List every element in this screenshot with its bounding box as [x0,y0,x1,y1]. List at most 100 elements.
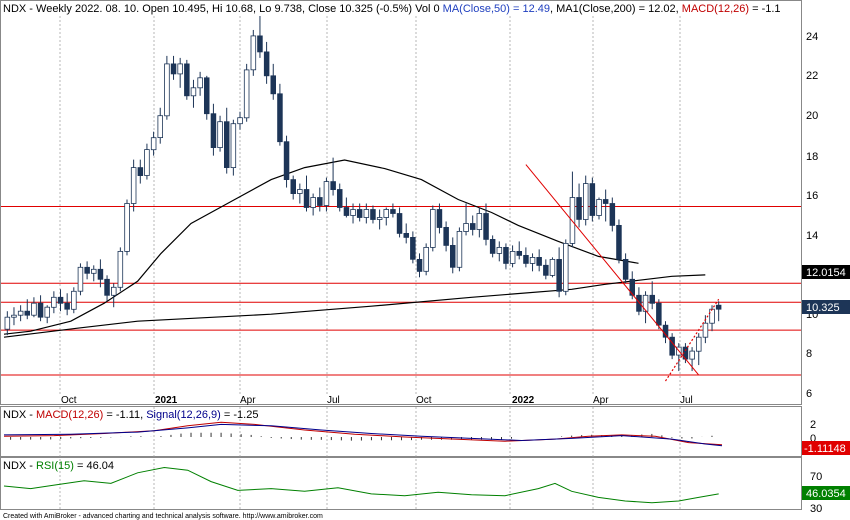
candle-body [270,75,276,95]
candle-body [350,209,356,216]
candle-body [463,223,469,232]
candle-body [343,207,350,216]
candle-body [164,63,170,117]
candle-body [370,209,376,220]
candle-body [509,250,516,264]
signal-line [3,423,723,447]
macd-value-badge: -1.11148 [802,441,850,455]
candle-body [636,294,642,312]
x-tick-label: 2021 [155,395,178,406]
y-tick-label: 6 [806,388,812,400]
chart-title: NDX - Weekly 2022. 08. 10. Open 10.495, … [3,3,781,15]
x-axis: Oct 2021 Apr Jul Oct 2022 Apr Jul [61,395,693,406]
price-panel [0,0,802,405]
candle-body [157,115,163,138]
candle-body [416,258,423,272]
y-tick-label: 20 [806,110,818,122]
x-tick-label: Oct [416,395,432,406]
x-tick-label: Apr [240,395,256,406]
candle-body [243,69,250,119]
candle-body [616,224,622,260]
candle-body [583,183,589,220]
candle-body [237,117,243,125]
candle-body [596,199,602,216]
candle-body [436,209,443,228]
price-axis: 24 22 20 18 16 14 10 8 6 [806,31,818,400]
candle-body [250,35,257,71]
candle-body [430,209,436,248]
candle-body [31,302,37,316]
macd-panel [0,406,802,457]
macd-tick-label: 2 [810,419,816,431]
svg-text:12.0154: 12.0154 [806,267,846,279]
candle-body [556,258,562,292]
candle-body [516,250,523,256]
candle-body [170,63,177,75]
candle-body [124,203,130,252]
candle-body [4,316,11,330]
candle-body [184,63,190,97]
candle-body [609,203,616,226]
candle-body [51,296,57,308]
candle-body [283,141,290,180]
candle-body [64,302,70,310]
candle-body [297,189,303,194]
candle-body [104,278,110,296]
candle-body [230,123,237,168]
x-tick-label: 2022 [512,395,535,406]
candle-body [317,197,323,206]
candle-body [91,268,97,274]
candle-body [77,266,84,292]
y-tick-label: 8 [806,348,812,360]
x-tick-label: Jul [680,395,693,406]
candle-body [330,181,336,191]
candle-body [489,238,496,254]
x-tick-label: Apr [593,395,609,406]
trendline-up [664,298,720,382]
candle-body [536,256,542,266]
y-tick-label: 22 [806,70,818,82]
candle-body [117,250,124,288]
candle-body [290,179,296,195]
candle-body [483,213,489,240]
candle-body [44,306,51,318]
candle-body [649,294,656,304]
candle-body [396,213,403,234]
candle-body [576,197,582,220]
candle-body [277,93,283,143]
rsi-tick-label: 70 [810,471,822,483]
y-tick-label: 18 [806,151,818,163]
y-tick-label: 24 [806,31,818,43]
candle-body [443,226,449,246]
candle-body [702,322,709,338]
candle-body [111,286,117,296]
candle-body [569,197,576,244]
candle-body [403,232,409,238]
candle-body [410,236,416,260]
rsi-legend: NDX - RSI(15) = 46.04 [3,460,114,472]
candle-body [17,310,24,316]
candle-body [529,256,536,264]
candle-body [376,217,383,220]
macd-legend: NDX - MACD(12,26) = -1.11, Signal(12,26,… [3,409,258,421]
candle-body [84,266,90,274]
candle-body [543,264,549,276]
candle-body [177,63,183,75]
candle-body [137,167,144,177]
candle-body [323,181,330,206]
footer-credit: Created with AmiBroker - advanced charti… [3,513,323,520]
candle-body [303,189,310,208]
candle-body [563,242,569,292]
candle-body [71,290,77,310]
candle-body [715,304,722,310]
candle-body [223,121,230,168]
candle-body [496,246,503,254]
candle-body [210,113,217,148]
candle-body [383,209,389,218]
rsi-value-badge: 46.0354 [802,486,850,500]
candle-body [57,296,64,304]
trendline-down [525,164,700,376]
candle-body [469,223,476,230]
x-tick-label: Jul [327,395,340,406]
candle-body [642,294,649,312]
